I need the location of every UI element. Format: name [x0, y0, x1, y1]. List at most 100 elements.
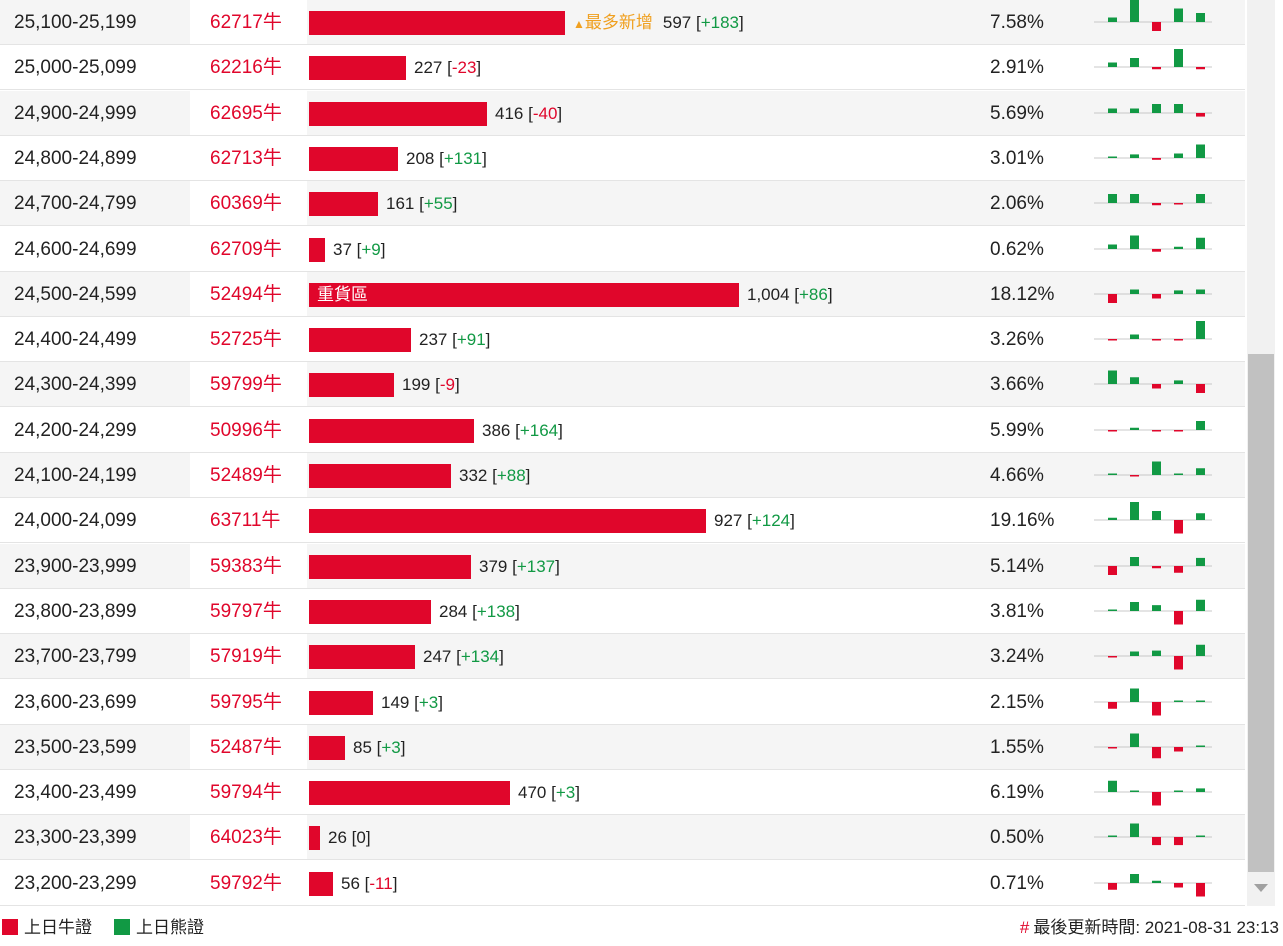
count-change: +124 [751, 511, 791, 531]
table-row: 24,100-24,199 52489牛 332 [+88] 4.66% [0, 453, 1245, 498]
count-value: 56 [341, 873, 360, 893]
share-percent: 3.66% [990, 374, 1044, 396]
sparkline-bar [1152, 293, 1161, 299]
warrant-code-link[interactable]: 60369牛 [210, 193, 282, 215]
table-row: 24,900-24,999 62695牛 416 [-40] 5.69% [0, 90, 1245, 136]
sparkline-bar [1174, 380, 1183, 385]
strike-distribution-table: 25,100-25,199 62717牛 ▲最多新增 597 [+183] 7.58% 2… [0, 0, 1245, 906]
sparkline-bar [1174, 339, 1183, 341]
warrant-code-link[interactable]: 59797牛 [210, 600, 282, 622]
sparkline-bar [1108, 656, 1117, 658]
sparkline-bar [1174, 203, 1183, 205]
warrant-code-link[interactable]: 59383牛 [210, 555, 282, 577]
sparkline-bar [1174, 837, 1183, 846]
count-change: -40 [532, 103, 558, 123]
count-value: 199 [402, 375, 431, 395]
table-row: 25,100-25,199 62717牛 ▲最多新增 597 [+183] 7.58% [0, 0, 1245, 45]
sparkline-bar [1174, 565, 1183, 573]
warrant-code-link[interactable]: 62695牛 [210, 102, 282, 124]
count-change: +164 [519, 420, 559, 440]
sparkline-bar [1152, 339, 1161, 341]
warrant-code-link[interactable]: 52489牛 [210, 465, 282, 486]
sparkline-bar [1152, 650, 1161, 657]
sparkline-bar [1152, 792, 1161, 806]
outstanding-count: 208 [+131] [406, 148, 487, 168]
sparkline-bar [1130, 873, 1139, 883]
daily-change-sparkline [1094, 644, 1212, 670]
sparkline-bar [1174, 520, 1183, 534]
warrant-code-link[interactable]: 62709牛 [210, 238, 282, 260]
daily-change-sparkline [1094, 556, 1212, 575]
count-change: +183 [700, 13, 740, 32]
strike-range: 23,500-23,599 [14, 736, 137, 758]
warrant-code-link[interactable]: 57919牛 [210, 646, 282, 668]
outstanding-count: 386 [+164] [482, 420, 563, 440]
warrant-code-link[interactable]: 59794牛 [210, 782, 282, 804]
vertical-scrollbar[interactable] [1247, 0, 1275, 906]
warrant-code-link[interactable]: 63711牛 [210, 510, 281, 532]
daily-change-sparkline [1094, 688, 1212, 715]
count-value: 470 [518, 783, 547, 803]
count-value: 416 [495, 103, 524, 123]
warrant-code-link[interactable]: 62713牛 [210, 147, 282, 169]
scroll-down-arrow-icon[interactable] [1254, 884, 1268, 892]
share-percent: 3.26% [990, 329, 1044, 351]
warrant-code-link[interactable]: 59795牛 [210, 691, 282, 713]
daily-change-sparkline [1094, 599, 1212, 625]
most-added-label: 最多新增 [584, 13, 653, 32]
sparkline-bar [1196, 882, 1205, 897]
legend-bear-swatch [114, 919, 130, 935]
sparkline-bar [1174, 610, 1183, 625]
warrant-code-link[interactable]: 62717牛 [210, 12, 282, 33]
warrant-code-link[interactable]: 59799牛 [210, 374, 282, 396]
sparkline-bar [1174, 103, 1183, 113]
warrant-code-link[interactable]: 64023牛 [210, 827, 282, 849]
warrant-code-link[interactable]: 62216牛 [210, 57, 282, 79]
share-percent: 0.62% [990, 238, 1044, 260]
strike-range: 24,700-24,799 [14, 193, 137, 215]
strike-range: 23,300-23,399 [14, 827, 137, 849]
warrant-code-link[interactable]: 52494牛 [210, 283, 282, 305]
outstanding-bar [309, 871, 333, 896]
share-percent: 2.06% [990, 193, 1044, 215]
sparkline-bar [1108, 609, 1117, 611]
table-row: 23,500-23,599 52487牛 85 [+3] 1.55% [0, 724, 1245, 770]
strike-range: 24,400-24,499 [14, 329, 137, 351]
sparkline-bar [1130, 58, 1139, 68]
sparkline-bar [1174, 882, 1183, 888]
last-update: # 最後更新時間: 2021-08-31 23:13 [1020, 918, 1279, 938]
share-percent: 19.16% [990, 510, 1055, 532]
strike-range: 24,100-24,199 [14, 465, 137, 486]
legend-bear: 上日熊證 [114, 918, 204, 938]
outstanding-bar [309, 192, 378, 217]
daily-change-sparkline [1094, 370, 1212, 394]
share-percent: 7.58% [990, 12, 1044, 33]
outstanding-count: 470 [+3] [518, 783, 580, 803]
sparkline-bar [1152, 701, 1161, 715]
sparkline-bar [1196, 321, 1205, 340]
sparkline-bar [1196, 67, 1205, 70]
table-row: 23,200-23,299 59792牛 56 [-11] 0.71% [0, 860, 1245, 906]
warrant-code-link[interactable]: 50996牛 [210, 419, 282, 441]
count-value: 379 [479, 556, 508, 576]
warrant-code-link[interactable]: 59792牛 [210, 872, 282, 894]
outstanding-bar [309, 101, 487, 126]
sparkline-bar [1196, 557, 1205, 566]
outstanding-bar [309, 146, 398, 171]
count-change: +131 [443, 148, 483, 168]
footer: 上日牛證 上日熊證 # 最後更新時間: 2021-08-31 23:13 [0, 906, 1283, 946]
sparkline-bar [1196, 112, 1205, 117]
warrant-code-link[interactable]: 52725牛 [210, 329, 282, 351]
count-change: +3 [418, 692, 439, 712]
sparkline-bar [1130, 427, 1139, 430]
last-update-text: 最後更新時間: 2021-08-31 23:13 [1033, 918, 1279, 937]
warrant-code-link[interactable]: 52487牛 [210, 736, 282, 758]
share-percent: 5.69% [990, 102, 1044, 124]
outstanding-count: 149 [+3] [381, 692, 443, 712]
table-row: 23,600-23,699 59795牛 149 [+3] 2.15% [0, 679, 1245, 725]
sparkline-bar [1196, 788, 1205, 793]
sparkline-bar [1174, 290, 1183, 294]
scrollbar-thumb[interactable] [1248, 354, 1274, 872]
count-value: 37 [333, 239, 352, 259]
outstanding-bar [309, 826, 320, 851]
